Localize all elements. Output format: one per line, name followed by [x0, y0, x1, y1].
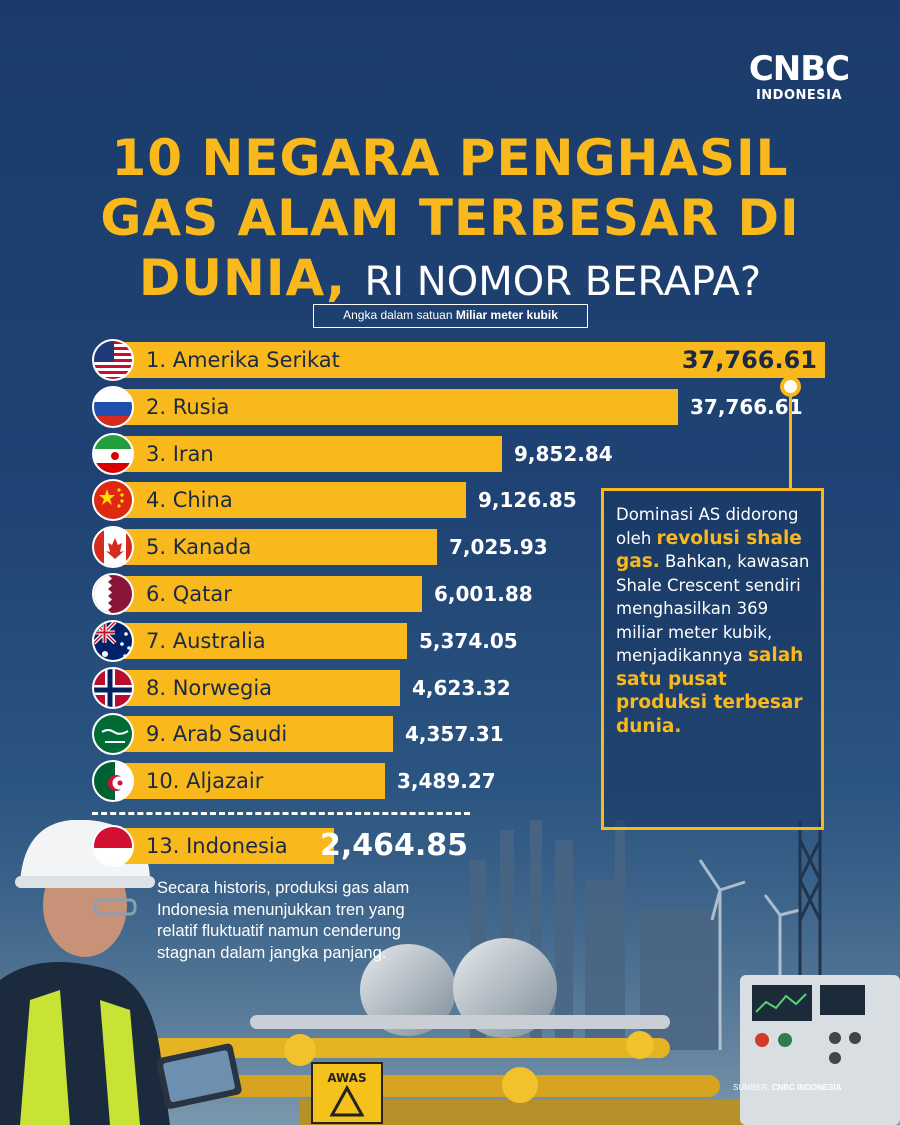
logo-main-text: CNBC — [748, 49, 850, 89]
bar-value-1: 37,766.61 — [681, 346, 817, 374]
indonesia-value: 2,464.85 — [320, 828, 469, 863]
bar-1 — [112, 342, 825, 378]
callout-connector-dot — [780, 376, 801, 397]
bar-value-7: 5,374.05 — [419, 628, 518, 653]
bar-value-3: 9,852.84 — [514, 441, 613, 466]
bar-label-6: 6. Qatar — [146, 582, 232, 606]
bar-5 — [112, 529, 437, 566]
history-text: Secara historis, produksi gas alam Indon… — [157, 879, 410, 962]
title-line-1: 10 NEGARA PENGHASIL — [111, 129, 789, 187]
usa-flag-icon — [92, 339, 134, 381]
bar-11 — [112, 828, 334, 864]
bar-label-8: 8. Norwegia — [146, 675, 273, 700]
bar-value-8: 4,623.32 — [412, 675, 511, 700]
unit-note: Angka dalam satuan Miliar meter kubik — [313, 304, 588, 328]
bar-value-10: 3,489.27 — [397, 769, 496, 794]
page-title: 10 NEGARA PENGHASIL GAS ALAM TERBESAR DI… — [0, 128, 900, 312]
canada-flag-icon — [92, 526, 134, 569]
bar-label-1: 1. Amerika Serikat — [146, 348, 340, 372]
cnbc-logo: CNBC INDONESIA — [744, 52, 854, 103]
saudi-arabia-flag-icon — [92, 713, 134, 756]
russia-flag-icon — [92, 385, 134, 428]
algeria-flag-icon — [92, 760, 134, 803]
title-line-2: GAS ALAM TERBESAR DI — [100, 189, 800, 247]
bar-value-9: 4,357.31 — [405, 722, 504, 747]
logo-sub-text: INDONESIA — [755, 88, 843, 103]
bar-label-4: 4. China — [146, 488, 233, 513]
title-line-3: DUNIA, RI NOMOR BERAPA? — [0, 248, 900, 312]
callout-text-1: Dominasi AS didorong oleh — [616, 505, 799, 548]
source-credit: SUMBER: CNBC INDONESIA — [733, 1083, 841, 1092]
bar-4 — [112, 482, 466, 519]
callout-connector-line — [789, 395, 792, 489]
bar-9 — [112, 716, 393, 753]
bar-2 — [112, 388, 678, 425]
qatar-flag-icon — [92, 573, 134, 615]
indonesia-flag-icon — [92, 825, 134, 867]
dashed-divider — [92, 812, 470, 815]
source-prefix: SUMBER: — [733, 1083, 770, 1092]
source-name: CNBC INDONESIA — [771, 1083, 842, 1092]
title-line-3-bold: DUNIA, — [138, 249, 347, 307]
callout-highlight-1: revolusi shale gas. — [616, 527, 802, 573]
callout-box: Dominasi AS didorong oleh revolusi shale… — [601, 488, 824, 830]
title-line-3-plain: RI NOMOR BERAPA? — [364, 259, 762, 305]
australia-flag-icon — [92, 619, 134, 662]
bar-value-4: 9,126.85 — [478, 488, 577, 513]
bar-label-10: 10. Aljazair — [146, 769, 264, 794]
callout-highlight-2: salah satu pusat produksi terbesar dunia… — [616, 645, 804, 737]
bar-7 — [112, 622, 407, 659]
unit-note-prefix: Angka dalam satuan — [343, 308, 453, 322]
bar-label-9: 9. Arab Saudi — [146, 722, 288, 747]
callout-text-2: Bahkan, kawasan Shale Crescent sendiri m… — [616, 552, 810, 665]
bar-label-3: 3. Iran — [146, 441, 214, 466]
bar-3 — [112, 435, 502, 472]
bar-label-5: 5. Kanada — [146, 535, 252, 560]
bar-value-5: 7,025.93 — [449, 535, 548, 560]
bar-6 — [112, 576, 422, 612]
bar-10 — [112, 763, 385, 800]
bar-label-2: 2. Rusia — [146, 394, 230, 419]
bar-label-11: 13. Indonesia — [146, 834, 288, 858]
china-flag-icon — [92, 479, 134, 522]
bar-value-2: 37,766.61 — [690, 394, 803, 419]
bar-value-6: 6,001.88 — [434, 582, 533, 606]
norway-flag-icon — [92, 666, 134, 709]
iran-flag-icon — [92, 432, 134, 475]
unit-note-unit: Miliar meter kubik — [455, 308, 558, 322]
bar-label-7: 7. Australia — [146, 628, 266, 653]
bar-8 — [112, 669, 400, 706]
